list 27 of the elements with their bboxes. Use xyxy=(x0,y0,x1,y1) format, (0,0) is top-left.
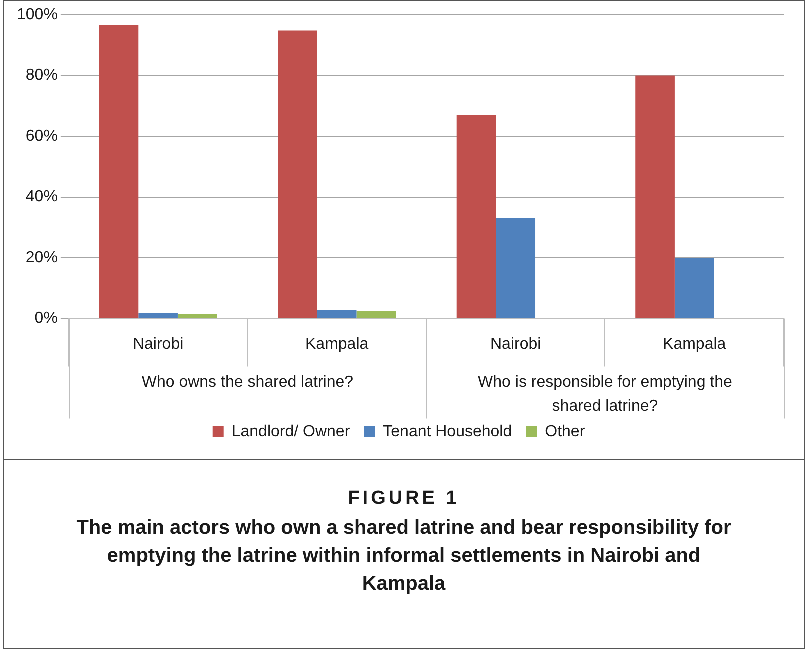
y-tick-label: 0% xyxy=(34,310,58,328)
bar xyxy=(456,115,496,318)
legend-label: Other xyxy=(545,423,586,440)
text: FIGURE 1 xyxy=(347,488,461,510)
y-tick-label: 60% xyxy=(26,128,58,145)
bar xyxy=(99,25,139,318)
bar xyxy=(138,313,178,318)
legend-label: Tenant Household xyxy=(383,423,512,440)
bar xyxy=(356,312,396,318)
bar xyxy=(278,30,318,318)
y-tick-label: 80% xyxy=(26,67,58,84)
legend-label: Landlord/ Owner xyxy=(232,423,351,440)
x-tick-label: Kampala xyxy=(663,336,726,353)
bar xyxy=(178,314,218,318)
text: The main actors who own a shared latrine and bear responsibility for emptying the latrine within informal settlements in Nairobi and Kampala xyxy=(76,516,732,597)
bar xyxy=(496,218,536,318)
bar xyxy=(317,310,357,318)
x-tick-label: Nairobi xyxy=(132,336,184,353)
bar xyxy=(636,76,675,318)
text: Who owns the shared latrine? xyxy=(142,374,354,392)
y-tick-label: 100% xyxy=(17,6,58,24)
y-tick-label: 40% xyxy=(26,188,58,206)
text: Who is responsible for emptying the shared latrine? xyxy=(478,374,733,416)
y-tick-label: 20% xyxy=(26,249,58,266)
bar xyxy=(674,258,714,318)
x-tick-label: Kampala xyxy=(306,336,369,353)
x-tick-label: Nairobi xyxy=(490,336,542,353)
